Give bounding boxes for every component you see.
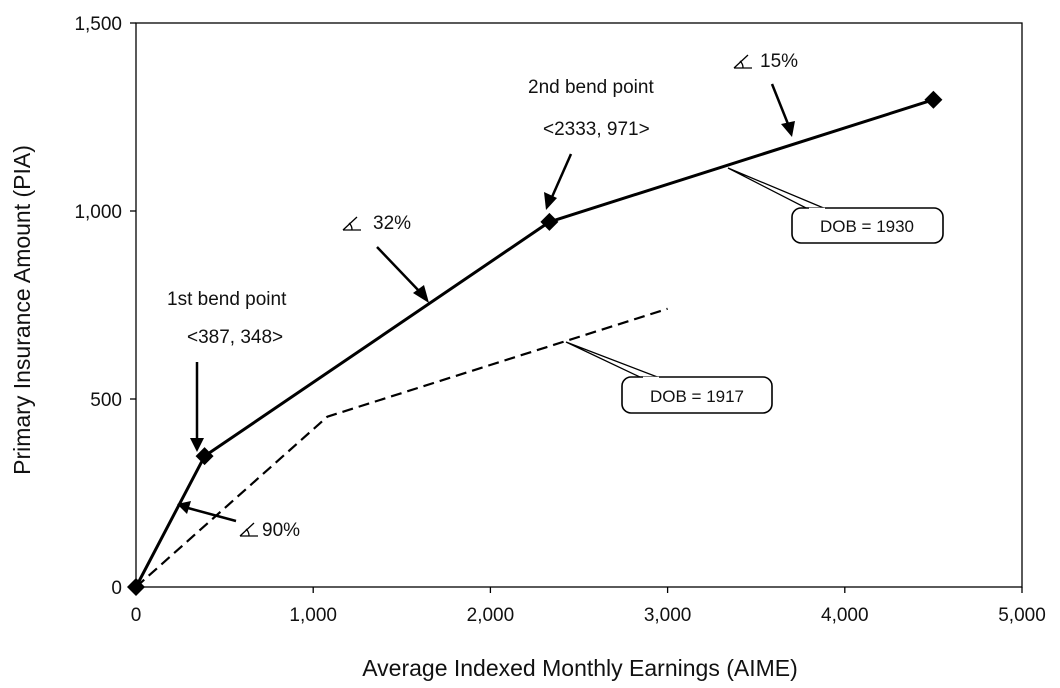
slope-90-arrow <box>177 501 237 523</box>
slope-90-annotation: 90% <box>177 501 300 541</box>
x-tick-label: 3,000 <box>644 605 692 626</box>
x-axis-title: Average Indexed Monthly Earnings (AIME) <box>362 655 798 681</box>
angle-icon <box>239 522 258 537</box>
x-tick-label: 2,000 <box>467 605 515 626</box>
slope-32-label: 32% <box>373 213 411 234</box>
x-axis-ticks: 0 1,000 2,000 3,000 4,000 5,000 <box>131 587 1046 626</box>
bend-point-1-arrow <box>190 362 204 452</box>
y-axis-ticks: 0 500 1,000 1,500 <box>74 14 136 599</box>
bend-point-2-arrow <box>544 153 573 210</box>
slope-15-arrow <box>770 83 795 137</box>
slope-32-arrow <box>376 246 429 303</box>
bend-point-2-annotation: 2nd bend point <2333, 971> <box>528 77 654 210</box>
y-axis-title: Primary Insurance Amount (PIA) <box>9 145 35 475</box>
y-tick-label: 0 <box>111 578 122 599</box>
plot-area <box>135 22 1023 588</box>
data-point-marker <box>195 447 214 466</box>
slope-15-label: 15% <box>760 51 798 72</box>
data-point-marker <box>540 212 559 231</box>
angle-icon <box>733 54 752 69</box>
y-tick-label: 500 <box>90 390 122 411</box>
bend-point-2-coords: <2333, 971> <box>543 119 650 140</box>
y-tick-label: 1,000 <box>74 202 122 223</box>
slope-15-annotation: 15% <box>733 51 798 137</box>
series-1930-label: DOB = 1930 <box>820 217 914 236</box>
slope-32-annotation: 32% <box>342 213 429 303</box>
plot-border <box>135 22 1023 588</box>
bend-point-1-coords: <387, 348> <box>187 327 283 348</box>
series-layer <box>127 90 943 596</box>
x-tick-label: 0 <box>131 605 142 626</box>
series-line-1 <box>135 307 668 588</box>
y-tick-label: 1,500 <box>74 14 122 35</box>
slope-90-label: 90% <box>262 520 300 541</box>
bend-point-1-title: 1st bend point <box>167 289 287 310</box>
bend-point-2-title: 2nd bend point <box>528 77 654 98</box>
x-tick-label: 4,000 <box>821 605 869 626</box>
data-point-marker <box>924 90 943 109</box>
bend-point-1-annotation: 1st bend point <387, 348> <box>167 289 287 452</box>
series-1917-label: DOB = 1917 <box>650 387 744 406</box>
angle-icon <box>342 216 361 231</box>
x-tick-label: 5,000 <box>998 605 1046 626</box>
x-tick-label: 1,000 <box>289 605 337 626</box>
series-1917-callout: DOB = 1917 <box>565 341 773 414</box>
series-line-0 <box>134 98 934 588</box>
series-1930-callout: DOB = 1930 <box>727 167 944 244</box>
